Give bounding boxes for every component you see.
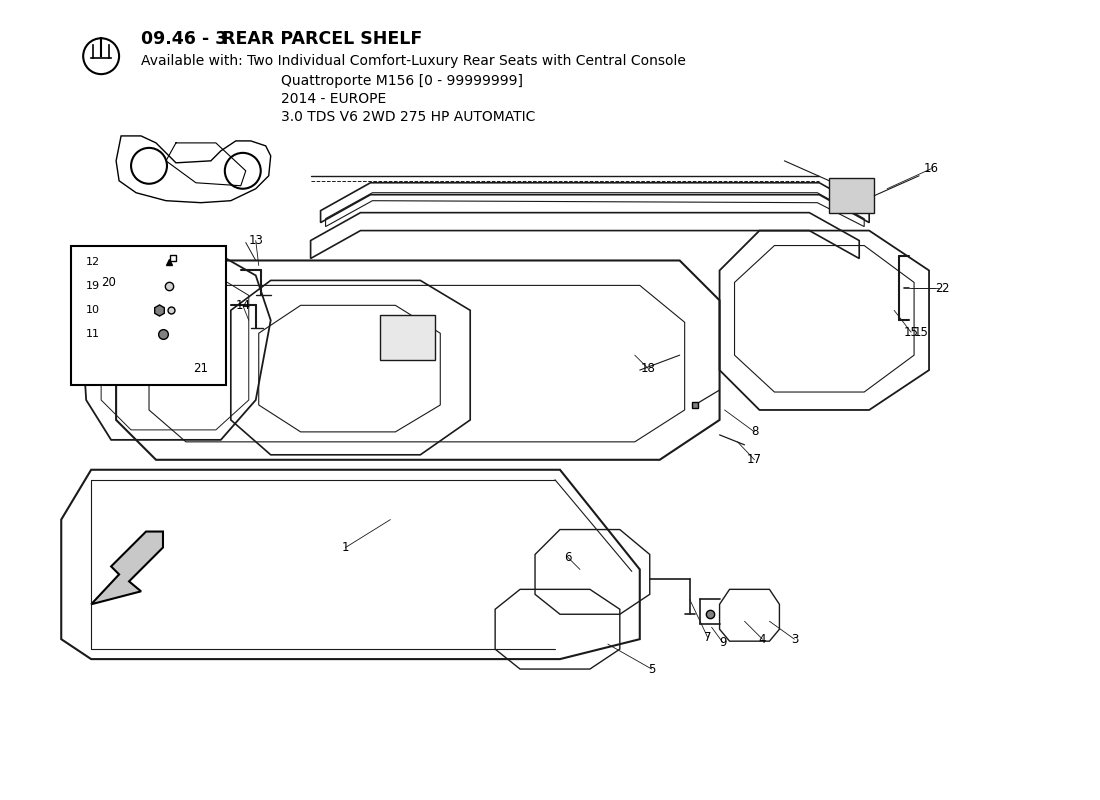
Bar — [381, 315, 436, 360]
Text: 3: 3 — [791, 633, 799, 646]
Text: 12: 12 — [86, 258, 100, 267]
Text: 21: 21 — [194, 362, 208, 374]
Text: REAR PARCEL SHELF: REAR PARCEL SHELF — [216, 30, 422, 48]
Text: 13: 13 — [249, 234, 263, 247]
Text: 2: 2 — [935, 282, 943, 295]
Bar — [72, 246, 225, 385]
Text: 15: 15 — [903, 326, 918, 338]
Text: 2014 - EUROPE: 2014 - EUROPE — [280, 92, 386, 106]
Text: 16: 16 — [924, 162, 938, 175]
Text: 9: 9 — [718, 636, 726, 649]
Text: Available with: Two Individual Comfort-Luxury Rear Seats with Central Console: Available with: Two Individual Comfort-L… — [141, 54, 686, 68]
Text: 2: 2 — [940, 282, 948, 295]
Text: 3.0 TDS V6 2WD 275 HP AUTOMATIC: 3.0 TDS V6 2WD 275 HP AUTOMATIC — [280, 110, 535, 124]
Text: 1: 1 — [342, 541, 350, 554]
Polygon shape — [91, 531, 163, 604]
Text: 18: 18 — [640, 362, 656, 374]
Text: Quattroporte M156 [0 - 99999999]: Quattroporte M156 [0 - 99999999] — [280, 74, 522, 88]
Bar — [829, 178, 874, 213]
Text: 11: 11 — [86, 330, 100, 339]
Text: 14: 14 — [235, 299, 251, 312]
Text: 09.46 - 3: 09.46 - 3 — [141, 30, 228, 48]
Text: 20: 20 — [101, 276, 116, 289]
Text: 8: 8 — [751, 426, 758, 438]
Text: 7: 7 — [704, 630, 712, 644]
Text: 10: 10 — [86, 306, 100, 315]
Text: 19: 19 — [86, 282, 100, 291]
Text: 6: 6 — [564, 551, 572, 564]
Text: 5: 5 — [648, 662, 656, 675]
Text: 4: 4 — [759, 633, 767, 646]
Text: 15: 15 — [914, 326, 929, 338]
Text: 17: 17 — [747, 454, 762, 466]
